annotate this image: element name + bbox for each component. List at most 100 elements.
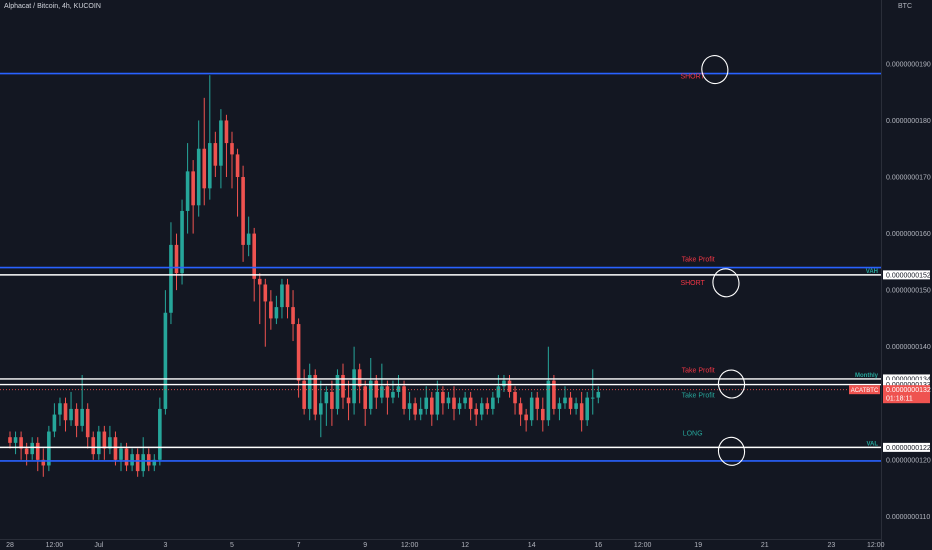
annotation-label: Take Profit [682, 393, 715, 400]
candle [85, 403, 90, 449]
chart-title: Alphacat / Bitcoin, 4h, KUCOIN [4, 3, 101, 10]
candle [446, 391, 451, 409]
x-tick-label: 12 [461, 542, 469, 549]
x-tick-label: 23 [828, 542, 836, 549]
candle [252, 227, 256, 302]
candle-body [135, 454, 140, 472]
candle-body [257, 278, 262, 285]
candle [552, 374, 556, 415]
candle [319, 380, 323, 438]
candle-body [296, 324, 301, 381]
candle [97, 425, 101, 460]
candle-body [91, 437, 96, 455]
candle-body [74, 408, 79, 426]
candle [19, 431, 23, 460]
candle [441, 386, 445, 415]
candle [257, 273, 262, 325]
candle-body [441, 391, 445, 404]
candle-body [252, 233, 256, 279]
x-tick-label: 14 [528, 542, 536, 549]
candle-body [191, 171, 195, 206]
candle [590, 369, 595, 415]
candle-body [241, 177, 245, 245]
candle-body [479, 403, 484, 415]
candle-body [196, 148, 201, 206]
candle [424, 386, 429, 415]
candle [418, 397, 423, 421]
candle [430, 391, 434, 426]
candle-body [41, 459, 46, 466]
candle [385, 380, 390, 415]
annotation-label: Take Profit [682, 256, 715, 263]
candle-body [19, 437, 23, 449]
x-tick-label: 12:00 [634, 542, 652, 549]
candle [169, 222, 173, 325]
candle-body [35, 442, 40, 460]
candle-body [507, 380, 512, 392]
candle [135, 448, 140, 477]
candle-body [208, 143, 212, 189]
candle-body [102, 431, 107, 449]
candle [80, 374, 84, 432]
candle-body [235, 154, 240, 178]
candle-body [158, 408, 162, 460]
candle-body [52, 414, 57, 432]
candle [357, 363, 362, 404]
candle-body [335, 374, 340, 409]
candle-body [330, 391, 334, 409]
candle [457, 397, 462, 415]
current-price-label: 0.0000000132 [886, 387, 931, 394]
candle-body [496, 386, 501, 398]
candle-body [485, 403, 490, 409]
level-price-label: 0.0000000134 [886, 376, 931, 383]
candle [341, 363, 345, 409]
candle-body [185, 171, 190, 211]
candle-body [541, 408, 545, 421]
candle [568, 391, 573, 415]
candle [13, 431, 18, 455]
candle [302, 369, 306, 415]
candle [474, 403, 478, 426]
candle-body [563, 397, 567, 404]
candle-body [413, 403, 417, 415]
y-tick-label: 0.0000000190 [886, 61, 931, 68]
candle-body [557, 403, 562, 409]
candle-body [285, 284, 290, 308]
level-tag: Monthly [855, 373, 879, 379]
candle [152, 454, 157, 472]
candle-body [357, 369, 362, 387]
candle-body [13, 437, 18, 443]
candle-body [391, 391, 395, 398]
candle-body [230, 143, 234, 155]
candle [513, 386, 517, 415]
candle [518, 397, 523, 426]
level-price-box [883, 270, 930, 280]
candle-body [69, 408, 73, 421]
candle-body [363, 386, 367, 409]
candle-body [457, 403, 462, 409]
candle [380, 363, 384, 404]
y-tick-label: 0.0000000120 [886, 457, 931, 464]
candle [230, 131, 234, 189]
candle [452, 386, 456, 421]
candle [130, 448, 134, 472]
level-price-box [883, 374, 930, 384]
candle [69, 391, 73, 426]
candle-body [502, 380, 506, 387]
x-tick-label: 7 [297, 542, 301, 549]
x-tick-label: 28 [6, 542, 14, 549]
candle-body [80, 408, 84, 426]
candle-body [474, 408, 478, 415]
candle-body [146, 454, 151, 466]
candle [180, 199, 184, 285]
candle [574, 397, 578, 415]
candle [307, 363, 312, 421]
candle [41, 448, 46, 477]
candle-body [324, 391, 329, 404]
candle-body [596, 391, 601, 398]
annotation-label: SHORT [680, 280, 705, 287]
candle-body [108, 437, 112, 449]
candle [146, 448, 151, 472]
candle [58, 397, 62, 426]
